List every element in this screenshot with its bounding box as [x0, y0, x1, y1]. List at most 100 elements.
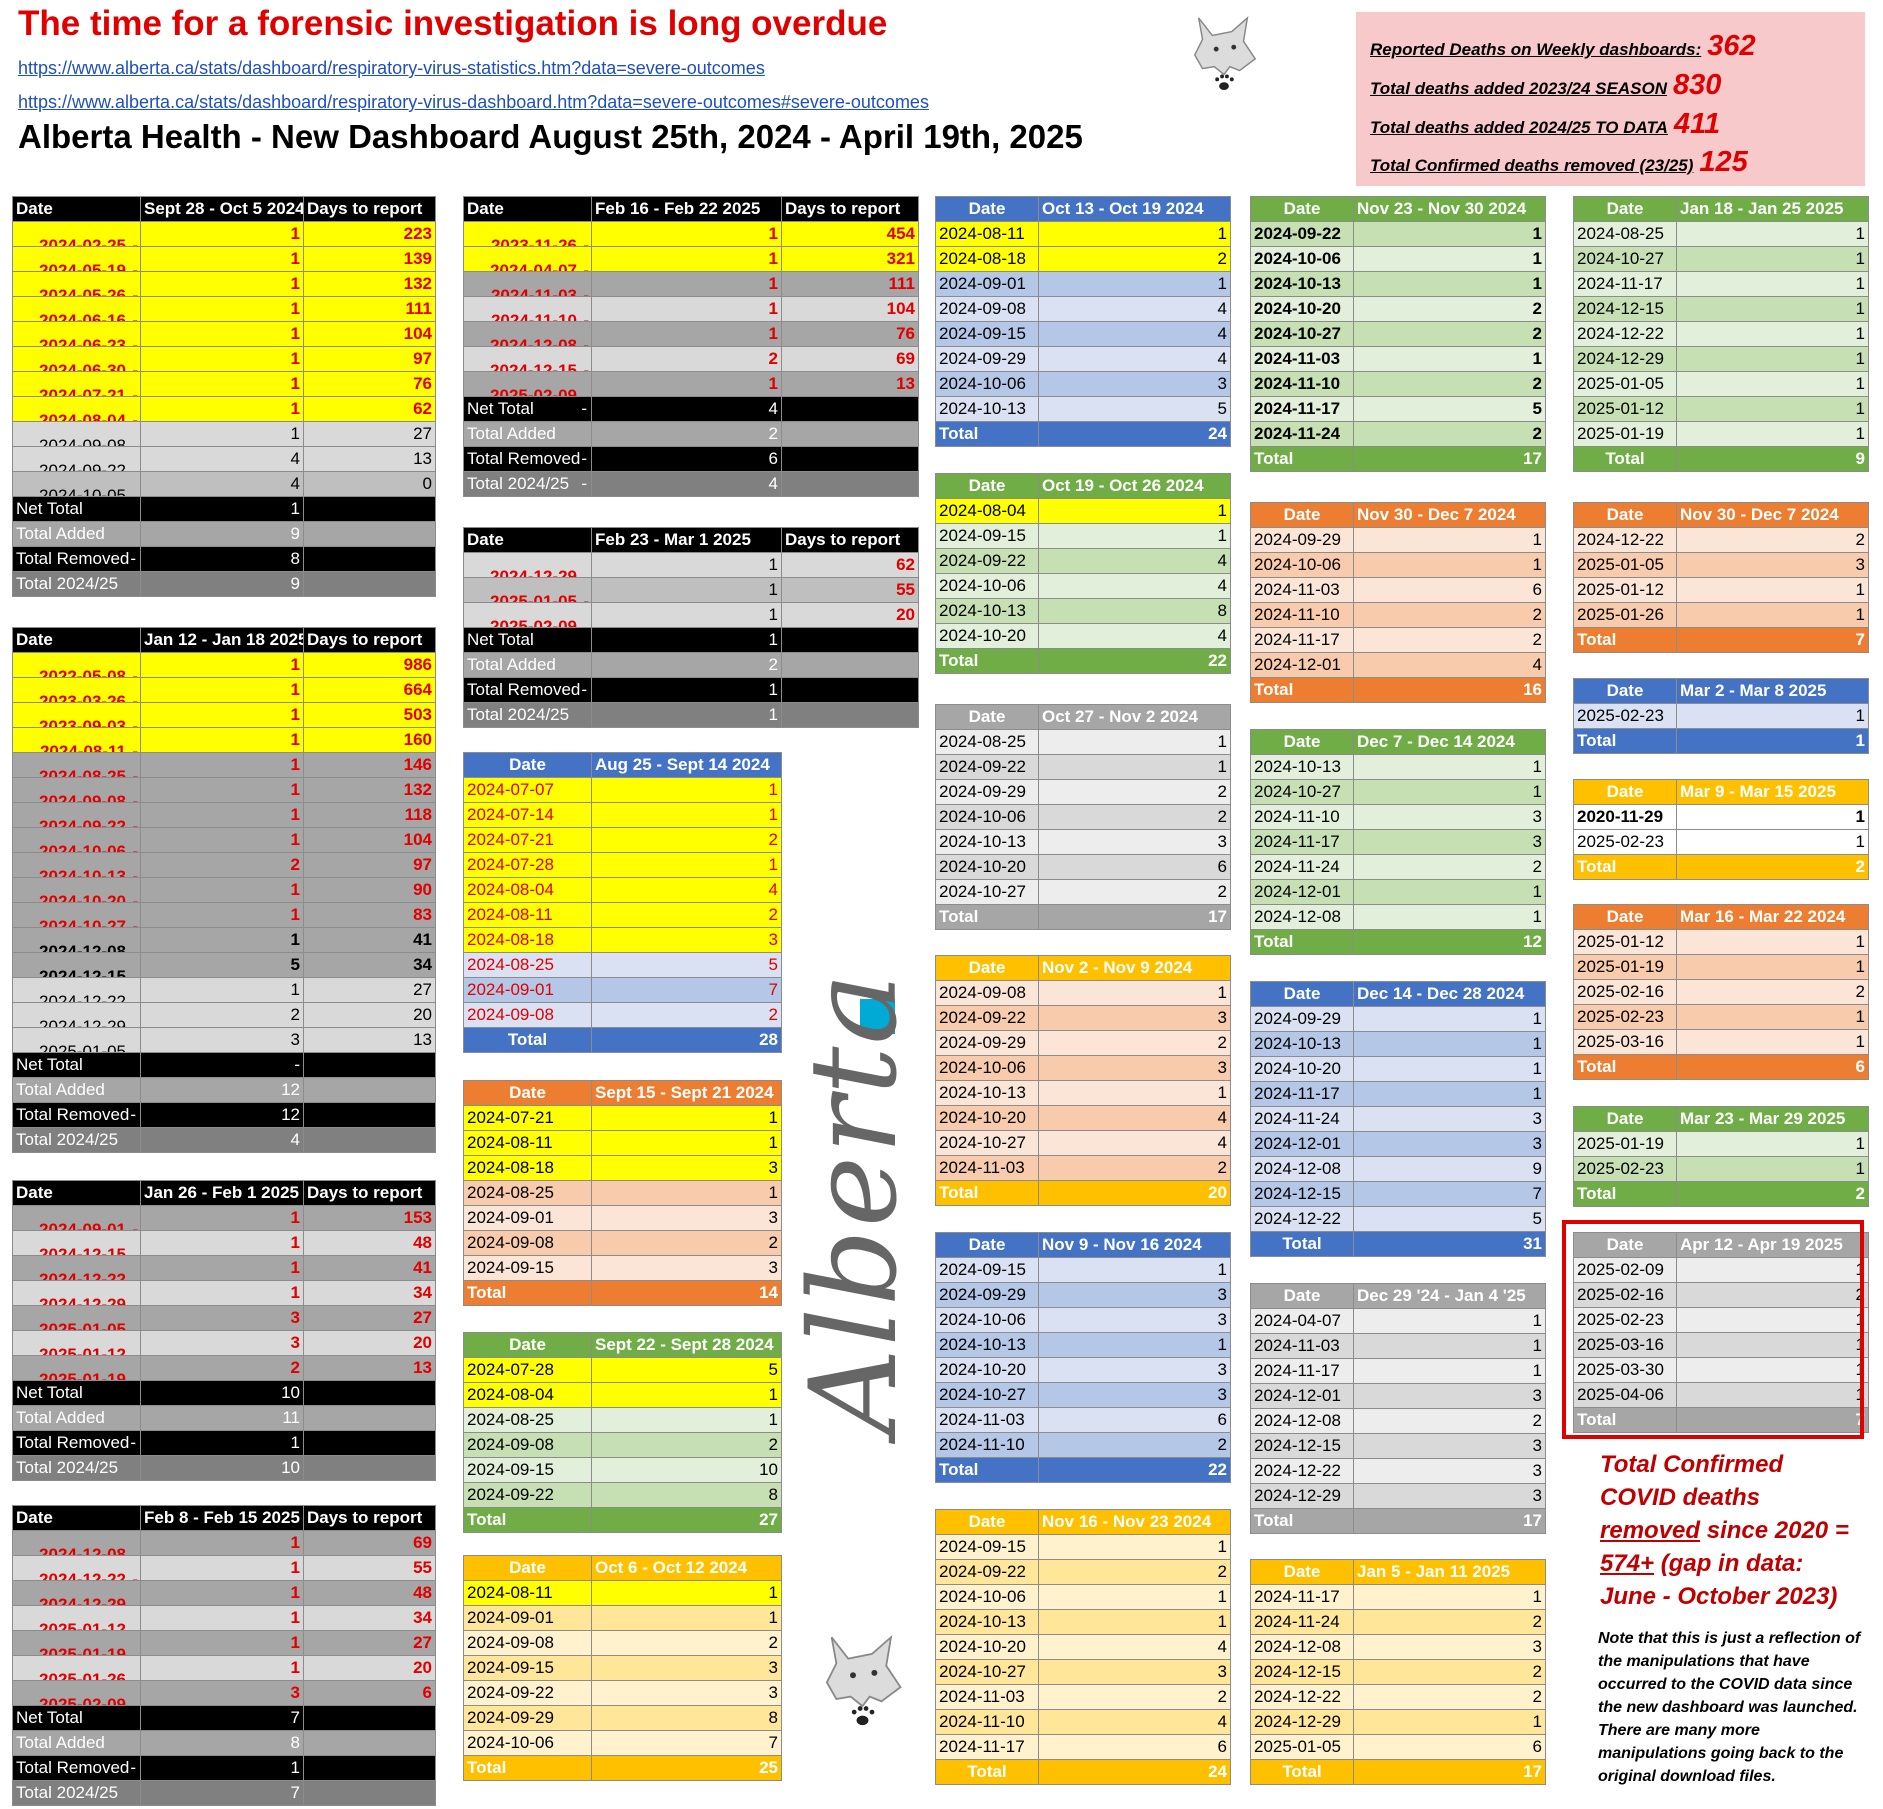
date-value: 2024-11-10 [490, 311, 577, 322]
footer-blank [781, 446, 919, 472]
table-total-row: Total 17 [1250, 1759, 1546, 1785]
count-cell: 4 [140, 446, 304, 472]
footer-value: 4 [591, 396, 782, 422]
days-cell: 223 [303, 221, 436, 247]
table-row: 2024-12-22 3 [1250, 1458, 1546, 1484]
footer-label-text: Net Total [16, 1383, 83, 1402]
count-cell: 1 [140, 1280, 304, 1306]
count-cell: 7 [591, 1730, 782, 1756]
date-cell: 2024-10-06 [935, 1307, 1039, 1333]
table-header-row: Date Sept 15 - Sept 21 2024 [463, 1080, 782, 1106]
date-value: 2024-12-08 [490, 336, 577, 347]
week-table-mar9: Date Mar 9 - Mar 15 2025 2020-11-29 1 2025-0… [1573, 779, 1869, 880]
count-cell: 4 [1038, 321, 1231, 347]
column-header-days: Days to report [303, 627, 436, 653]
total-value: 24 [1038, 421, 1231, 447]
table-row: 2024-04-07 1 [1250, 1308, 1546, 1334]
days-cell: 13 [303, 446, 436, 472]
date-cell: 2024-07-28 [463, 1357, 592, 1383]
dashboard-link[interactable]: https://www.alberta.ca/stats/dashboard/r… [18, 92, 929, 112]
count-cell: 2 [1353, 1684, 1546, 1710]
column-header-date: Date [12, 196, 141, 222]
date-cell: 2024-07-21 [463, 1105, 592, 1131]
date-value: 2024-04-07 [490, 261, 577, 272]
table-row: 2025-03-30 1 [1573, 1357, 1869, 1383]
footer-label-text: Total Removed [16, 549, 130, 568]
table-row: 2025-01-19 1 [1573, 421, 1869, 447]
table-row: 2024-07-28 5 [463, 1357, 782, 1383]
removed-marker: - [132, 767, 138, 778]
count-cell: 3 [1353, 1433, 1546, 1459]
table-row: 2025-02-23 1 [1573, 703, 1869, 729]
date-cell: 2024-06-23- [12, 321, 141, 347]
table-row: 2024-12-01 3 [1250, 1131, 1546, 1157]
date-cell: 2025-01-19 [12, 1355, 141, 1381]
total-label: Total [463, 1507, 592, 1533]
table-footer-row: Net Total - [12, 1052, 436, 1078]
total-label: Total [1250, 1231, 1354, 1257]
removed-marker: - [583, 336, 589, 347]
date-cell: 2024-08-11- [12, 727, 141, 753]
table-row: 2025-03-16 1 [1573, 1332, 1869, 1358]
week-table-sep28: Date Sept 28 - Oct 5 2024 Days to report 20… [12, 196, 436, 597]
column-header-date: Date [1573, 196, 1677, 222]
table-row: 2024-09-01-1 153 [12, 1205, 436, 1231]
count-cell: 1 [1676, 321, 1869, 347]
count-cell: 1 [140, 1555, 304, 1581]
column-header-date: Date [463, 196, 592, 222]
dashboard-subtitle: Alberta Health - New Dashboard August 25… [18, 118, 1083, 155]
count-cell: 1 [1353, 1709, 1546, 1735]
table-row: 2024-10-20-1 90 [12, 877, 436, 903]
statistics-link[interactable]: https://www.alberta.ca/stats/dashboard/r… [18, 58, 765, 78]
date-value: 2024-09-22 [39, 817, 126, 828]
removed-marker: - [583, 311, 589, 322]
table-row: 2025-02-23 1 [1573, 829, 1869, 855]
date-value: 2024-12-22 [39, 992, 126, 1003]
week-table-nov30a: Date Nov 30 - Dec 7 2024 2024-09-29 1 2024-1… [1250, 502, 1546, 703]
table-row: 2024-09-29 1 [1250, 1006, 1546, 1032]
footer-label: Total Added [463, 421, 592, 447]
date-cell: 2024-10-13 [935, 396, 1039, 422]
date-cell: 2024-12-29 [12, 1580, 141, 1606]
date-cell: 2024-11-10 [1250, 804, 1354, 830]
days-cell: 664 [303, 677, 436, 703]
footer-label-text: Net Total [16, 1708, 83, 1727]
table-footer-row: Total Removed -8 [12, 546, 436, 572]
column-header-week: Nov 30 - Dec 7 2024 [1676, 502, 1869, 528]
footer-label: Total Removed - [12, 1755, 141, 1781]
table-header-row: Date Nov 30 - Dec 7 2024 [1250, 502, 1546, 528]
date-cell: 2024-10-20 [935, 1634, 1039, 1660]
column-header-date: Date [12, 1505, 141, 1531]
date-cell: 2023-09-03- [12, 702, 141, 728]
table-row: 2024-11-10 2 [935, 1432, 1231, 1458]
count-cell: 2 [1353, 421, 1546, 447]
date-cell: 2024-12-15- [463, 346, 592, 372]
date-value: 2025-01-05 [39, 1042, 126, 1053]
date-cell: 2024-12-29 [1573, 346, 1677, 372]
footer-blank [781, 396, 919, 422]
date-cell: 2024-09-22 [935, 1005, 1039, 1031]
footer-blank [303, 1077, 436, 1103]
table-row: 2024-07-14 1 [463, 802, 782, 828]
footer-label-text: Total Added [16, 1408, 105, 1427]
column-header-date: Date [1573, 779, 1677, 805]
table-row: 2024-11-03 1 [1250, 1333, 1546, 1359]
days-cell: 118 [303, 802, 436, 828]
count-cell: 2 [1038, 1155, 1231, 1181]
footer-blank [303, 1705, 436, 1731]
table-header-row: Date Mar 2 - Mar 8 2025 [1573, 678, 1869, 704]
count-cell: 1 [591, 1580, 782, 1606]
week-table-oct6: Date Oct 6 - Oct 12 2024 2024-08-11 1 2024-0… [463, 1555, 782, 1781]
removed-marker: - [132, 236, 138, 247]
date-cell: 2024-09-08 [12, 421, 141, 447]
table-row: 2024-07-21 2 [463, 827, 782, 853]
column-header-date: Date [12, 627, 141, 653]
column-header-date: Date [463, 1555, 592, 1581]
count-cell: 1 [140, 977, 304, 1003]
table-footer-row: Total Added 9 [12, 521, 436, 547]
table-row: 2024-12-29 1 34 [12, 1280, 436, 1306]
table-total-row: Total 7 [1573, 627, 1869, 653]
date-cell: 2024-12-08 [1250, 904, 1354, 930]
footer-label-text: Net Total [16, 499, 83, 518]
table-row: 2024-11-10 2 [1250, 371, 1546, 397]
